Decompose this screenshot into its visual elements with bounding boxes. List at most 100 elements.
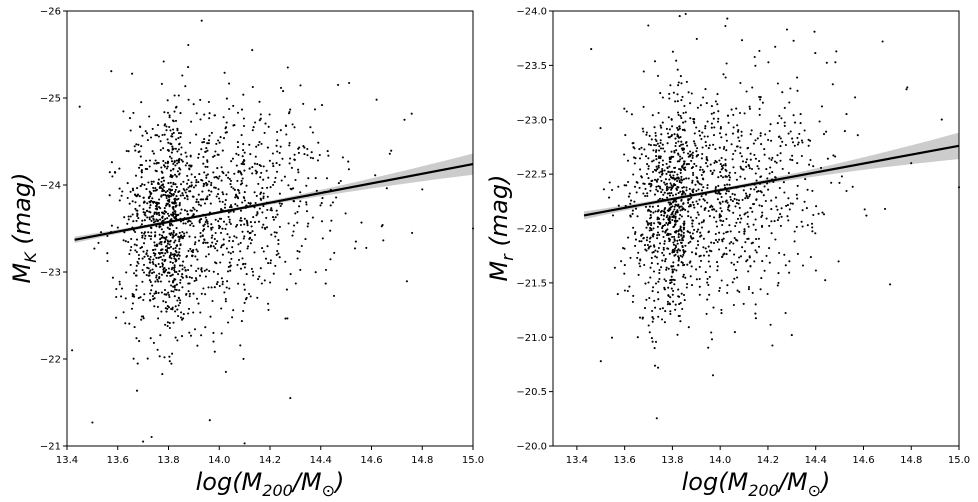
data-point bbox=[745, 165, 748, 168]
data-point bbox=[172, 321, 175, 324]
data-point bbox=[161, 184, 164, 187]
data-point bbox=[239, 344, 242, 347]
data-point bbox=[692, 171, 695, 174]
data-point bbox=[728, 209, 731, 212]
data-point bbox=[687, 241, 690, 245]
data-point bbox=[213, 114, 217, 117]
data-point bbox=[197, 239, 201, 242]
data-point bbox=[170, 222, 173, 225]
data-point bbox=[761, 101, 764, 104]
data-point bbox=[679, 75, 682, 78]
data-point bbox=[150, 192, 153, 195]
data-point bbox=[206, 159, 209, 162]
data-point bbox=[712, 208, 715, 211]
data-point bbox=[677, 288, 680, 291]
data-point bbox=[653, 222, 656, 225]
data-point bbox=[657, 205, 660, 208]
data-point bbox=[733, 197, 736, 200]
data-point bbox=[727, 121, 730, 124]
data-point bbox=[684, 120, 687, 123]
data-point bbox=[139, 296, 142, 299]
data-point bbox=[147, 231, 150, 234]
data-point bbox=[702, 254, 706, 257]
data-point bbox=[228, 221, 231, 224]
data-point bbox=[150, 231, 153, 234]
data-point bbox=[750, 167, 754, 171]
data-point bbox=[682, 121, 685, 124]
data-point bbox=[187, 43, 190, 47]
data-point bbox=[755, 190, 759, 193]
data-point bbox=[682, 223, 686, 227]
data-point bbox=[748, 193, 751, 196]
data-point bbox=[214, 247, 217, 250]
data-point bbox=[729, 230, 732, 233]
data-point bbox=[145, 132, 149, 135]
data-point bbox=[140, 315, 143, 318]
data-point bbox=[202, 182, 205, 185]
data-point bbox=[739, 221, 742, 224]
data-point bbox=[642, 182, 645, 185]
data-point bbox=[115, 316, 118, 319]
data-point bbox=[684, 166, 687, 169]
data-point bbox=[220, 307, 223, 310]
data-point bbox=[116, 226, 119, 229]
data-point bbox=[303, 146, 306, 149]
data-point bbox=[151, 268, 154, 271]
data-point bbox=[168, 360, 171, 363]
data-point bbox=[647, 177, 650, 180]
x-tick-label: 14.2 bbox=[757, 455, 779, 466]
data-point bbox=[676, 68, 679, 71]
data-point bbox=[289, 108, 292, 111]
data-point bbox=[187, 268, 190, 272]
data-point bbox=[722, 147, 725, 150]
x-axis-label: log(M200/M⊙) bbox=[682, 468, 831, 500]
data-point bbox=[274, 235, 277, 238]
data-point bbox=[757, 245, 761, 248]
data-point bbox=[728, 242, 731, 245]
data-point bbox=[643, 244, 647, 247]
data-point bbox=[154, 159, 157, 162]
data-point bbox=[159, 148, 162, 152]
data-point bbox=[314, 177, 317, 180]
data-point bbox=[135, 389, 139, 392]
data-point bbox=[202, 141, 206, 144]
data-point bbox=[758, 49, 761, 52]
data-point bbox=[672, 91, 675, 94]
data-point bbox=[143, 255, 146, 258]
data-point bbox=[134, 194, 137, 197]
data-point bbox=[221, 283, 224, 286]
data-point bbox=[161, 133, 164, 137]
data-point bbox=[151, 295, 154, 298]
data-point bbox=[149, 237, 152, 241]
data-point bbox=[625, 110, 628, 113]
data-point bbox=[299, 191, 302, 194]
data-point bbox=[222, 116, 225, 119]
data-point bbox=[172, 207, 175, 210]
data-point bbox=[148, 206, 151, 209]
data-point bbox=[221, 170, 224, 173]
data-point bbox=[134, 230, 137, 234]
data-point bbox=[187, 249, 190, 252]
data-point bbox=[217, 153, 220, 156]
data-point bbox=[678, 239, 681, 242]
data-point bbox=[237, 258, 241, 261]
data-point bbox=[691, 189, 694, 192]
data-point bbox=[163, 124, 166, 127]
data-point bbox=[749, 152, 752, 155]
data-point bbox=[237, 153, 240, 156]
data-point bbox=[734, 224, 737, 228]
data-point bbox=[652, 235, 655, 238]
data-point bbox=[820, 105, 824, 108]
data-point bbox=[631, 142, 634, 145]
data-point bbox=[155, 189, 158, 192]
data-point bbox=[192, 249, 195, 252]
data-point bbox=[155, 134, 159, 137]
data-point bbox=[128, 252, 131, 256]
data-point bbox=[275, 162, 278, 165]
data-point bbox=[234, 203, 237, 206]
data-point bbox=[225, 131, 228, 134]
data-point bbox=[670, 156, 673, 159]
data-point bbox=[704, 88, 707, 91]
data-point bbox=[704, 271, 707, 274]
data-point bbox=[243, 217, 246, 220]
